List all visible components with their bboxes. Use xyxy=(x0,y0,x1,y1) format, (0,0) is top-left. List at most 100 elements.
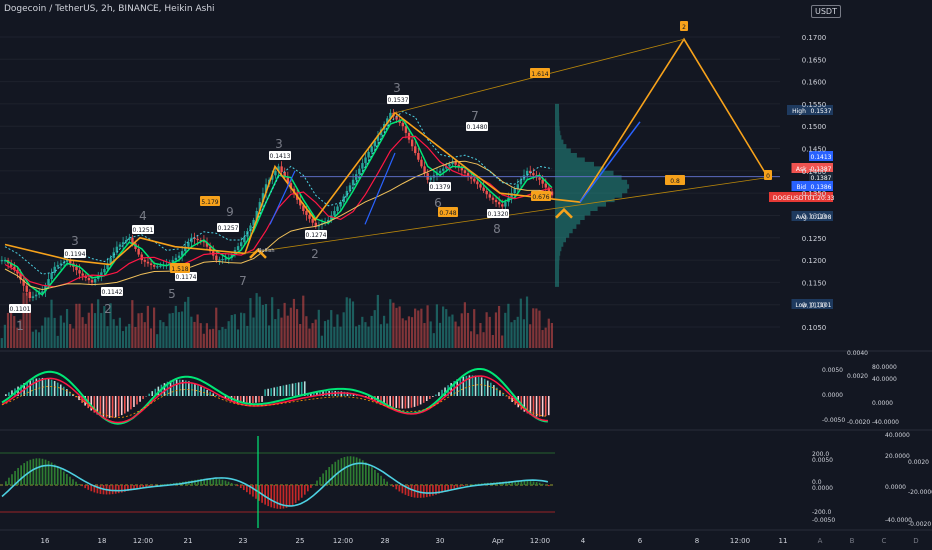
price-label-bg xyxy=(269,151,291,160)
time-tick: 30 xyxy=(436,537,445,545)
side-label-value-bg xyxy=(809,192,833,202)
volume-bar xyxy=(62,322,66,348)
time-tick: Apr xyxy=(492,537,504,545)
osc-histogram-bar xyxy=(404,485,407,495)
side-label-value: 0.1387 xyxy=(811,175,832,182)
osc-histogram-bar xyxy=(218,479,221,485)
candle-body xyxy=(205,242,209,247)
volume-bar xyxy=(323,321,327,348)
candle-body xyxy=(128,237,131,240)
fib-label: 5.179 xyxy=(201,199,218,206)
time-tick: 18 xyxy=(98,537,107,545)
volume-bar xyxy=(261,305,264,348)
macd-histogram-bar xyxy=(483,378,486,396)
side-label-value: 0.1537 xyxy=(811,108,832,115)
osc-histogram-bar xyxy=(438,485,440,494)
volume-bar xyxy=(395,307,398,348)
macd-histogram-bar xyxy=(474,375,477,396)
volume-bar xyxy=(224,328,227,348)
macd-histogram-bar xyxy=(435,394,437,396)
osc-histogram-bar xyxy=(322,473,324,485)
volume-bar xyxy=(13,316,16,348)
osc-histogram-bar xyxy=(267,485,270,507)
osc-histogram-bar xyxy=(377,472,379,485)
scale-letter: D xyxy=(913,537,918,545)
price-tick: 0.1300 xyxy=(802,212,827,220)
osc-tick: 40.0000 xyxy=(885,432,910,439)
macd-tick-far: -40.0000 xyxy=(872,419,899,426)
macd-histogram-bar xyxy=(93,396,96,413)
volume-bar xyxy=(510,322,513,348)
side-label-value-bg xyxy=(809,211,833,221)
macd-tick-far: 40.0000 xyxy=(872,376,897,383)
candle-body xyxy=(10,263,13,267)
osc-histogram-bar xyxy=(334,461,337,485)
osc-histogram-bar xyxy=(230,482,233,485)
price-tick: 0.1350 xyxy=(802,190,827,198)
macd-histogram-bar xyxy=(502,393,504,396)
volume-bar xyxy=(407,316,411,348)
candle-body xyxy=(429,177,432,180)
volume-bar xyxy=(41,325,44,348)
macd-histogram-bar xyxy=(346,392,349,396)
candle-body xyxy=(454,161,457,165)
volume-bar xyxy=(491,335,494,348)
volume-bar xyxy=(519,298,522,348)
volume-bar xyxy=(345,297,348,348)
osc-histogram-bar xyxy=(508,481,510,485)
macd-histogram-bar xyxy=(322,391,324,396)
candle-body xyxy=(345,190,349,197)
osc-histogram-bar xyxy=(90,485,93,492)
price-tick: 0.1450 xyxy=(802,146,827,154)
osc-wave-line xyxy=(1,462,549,507)
macd-histogram-bar xyxy=(297,382,300,396)
osc-histogram-bar xyxy=(343,457,346,485)
chevron-up-icon xyxy=(555,207,573,219)
side-label-value-bg xyxy=(809,163,833,173)
candle-body xyxy=(299,199,302,206)
volume-bar xyxy=(230,315,233,348)
volume-bar xyxy=(488,316,491,348)
volume-bar xyxy=(429,321,432,348)
osc-histogram-bar xyxy=(541,483,544,485)
osc-histogram-bar xyxy=(35,458,38,485)
candle-body xyxy=(544,183,547,188)
candle-body xyxy=(90,280,94,283)
candle-body xyxy=(491,197,495,200)
osc-histogram-bar xyxy=(346,456,349,485)
macd-histogram-bar xyxy=(181,379,184,396)
osc-histogram-bar xyxy=(383,478,385,485)
volume-bar xyxy=(152,307,156,348)
volume-bar xyxy=(466,312,470,348)
macd-histogram-bar xyxy=(133,396,135,407)
candle-body xyxy=(516,184,520,189)
candle-body xyxy=(330,215,333,220)
osc-histogram-bar xyxy=(47,460,50,485)
osc-tick: -200.0 xyxy=(812,509,832,516)
volume-bar xyxy=(93,313,97,348)
volume-bar xyxy=(435,304,439,348)
volume-bar xyxy=(451,314,454,348)
candle-body xyxy=(115,246,119,253)
currency-badge[interactable]: USDT xyxy=(811,5,841,18)
candle-body xyxy=(497,202,501,205)
osc-histogram-bar xyxy=(142,485,144,488)
macd-panel: 0.0040 0.0050 0.0020 0.0000 -0.0020-0.0050 80… xyxy=(1,350,899,426)
volume-bar xyxy=(292,298,296,348)
macd-histogram-bar xyxy=(139,396,141,402)
macd-histogram-bar xyxy=(56,382,59,396)
macd-histogram-bar xyxy=(35,378,38,396)
macd-histogram-bar xyxy=(50,379,53,396)
macd-histogram-bar xyxy=(544,396,547,417)
volume-bar xyxy=(333,326,336,348)
osc-histogram-bar xyxy=(11,474,13,485)
volume-bar xyxy=(305,316,308,348)
volume-bar xyxy=(50,299,53,348)
volume-bar xyxy=(317,309,320,348)
candle-body xyxy=(501,204,504,207)
candle-body xyxy=(438,170,442,174)
candle-body xyxy=(488,194,492,198)
volume-bar xyxy=(417,310,420,348)
price-label-bg xyxy=(64,249,86,258)
